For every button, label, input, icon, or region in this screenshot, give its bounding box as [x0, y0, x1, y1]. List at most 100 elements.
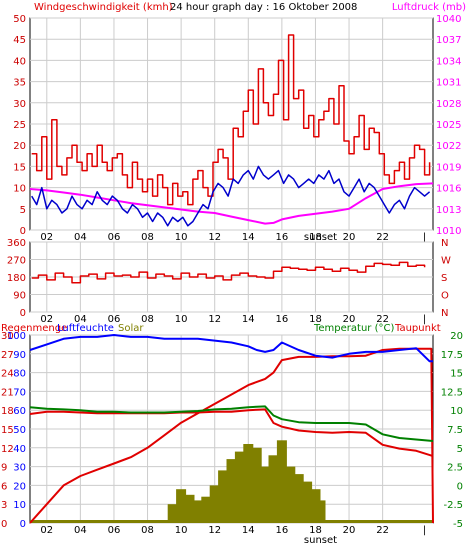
direction-y-tick-label: 360 [7, 238, 26, 249]
direction-x-tick: 14 [242, 314, 255, 325]
humidity-y-tick-label: 70 [13, 387, 26, 398]
solar-bar [218, 470, 229, 523]
solar-bar [192, 500, 203, 523]
rain-y-tick-label: 21 [1, 387, 14, 398]
climate-x-tick: 16 [276, 525, 289, 536]
humidity-y-tick-label: 40 [13, 444, 26, 455]
pressure-y-tick-label: 1037 [436, 35, 461, 46]
direction-x-tick: 04 [74, 314, 87, 325]
solar-axis-title: Solar [118, 323, 144, 334]
humidity-y-tick-label: 60 [13, 406, 26, 417]
pressure-y-tick-label: 1022 [436, 141, 461, 152]
direction-x-tick: 06 [108, 314, 121, 325]
wind-direction-line [31, 261, 426, 284]
temperature-y-tick-label: 0 [457, 481, 463, 492]
humidity-y-tick-label: 80 [13, 369, 26, 380]
climate-x-tick: 12 [208, 525, 221, 536]
wind-x-tick: 06 [108, 232, 121, 243]
temperature-y-tick-label: 5 [457, 444, 463, 455]
solar-bar [184, 494, 195, 523]
wind-x-tick: 12 [208, 232, 221, 243]
rain-y-tick-label: 30 [1, 331, 14, 342]
wind-average-line [31, 165, 431, 227]
direction-x-tick: 02 [40, 314, 53, 325]
direction-y-tick-label: 90 [13, 291, 26, 302]
direction-y-tick-label: 180 [7, 273, 26, 284]
wind-x-tick: 02 [40, 232, 53, 243]
temperature-y-tick-label: -5 [453, 519, 463, 530]
wind-y-tick-label: 5 [20, 205, 26, 216]
pressure-y-tick-label: 1025 [436, 120, 461, 131]
climate-x-tick: 06 [108, 525, 121, 536]
compass-tick-label: S [441, 273, 447, 284]
direction-y-tick-label: 0 [20, 308, 26, 319]
rain-y-tick-label: 24 [1, 369, 14, 380]
wind-y-tick-label: 20 [13, 141, 26, 152]
pressure-y-tick-label: 1034 [436, 56, 461, 67]
temperature-y-tick-label: 20 [450, 331, 463, 342]
solar-bar [302, 481, 313, 523]
wind-y-tick-label: 50 [13, 14, 26, 25]
dewpoint-axis-title: Taupunkt [394, 323, 441, 334]
humidity-y-tick-label: 30 [13, 463, 26, 474]
wind-x-tick: 08 [141, 232, 154, 243]
humidity-y-tick-label: 0 [20, 519, 26, 530]
solar-bar [293, 474, 304, 523]
wind-x-tick: 10 [175, 232, 188, 243]
pressure-axis-title: Luftdruck (mb) [392, 2, 466, 13]
pressure-y-tick-label: 1031 [436, 78, 461, 89]
direction-x-tick: 16 [276, 314, 289, 325]
wind-y-tick-label: 25 [13, 120, 26, 131]
wind-y-tick-label: 30 [13, 99, 26, 110]
wind-y-tick-label: 40 [13, 56, 26, 67]
direction-y-tick-label: 270 [7, 256, 26, 267]
humidity-line [29, 334, 433, 363]
temperature-y-tick-label: 7.5 [447, 425, 463, 436]
climate-x-tick: 20 [343, 525, 356, 536]
pressure-y-tick-label: 1040 [436, 14, 461, 25]
rain-y-tick-label: 27 [1, 350, 14, 361]
compass-tick-label: W [441, 256, 451, 267]
wind-axis-title: Windgeschwindigkeit (kmh) [34, 2, 173, 13]
dewpoint-line [29, 408, 434, 458]
temperature-y-tick-label: -2.5 [443, 500, 463, 511]
wind-y-tick-label: 10 [13, 184, 26, 195]
rain-axis-title: Regenmenge [1, 323, 67, 334]
compass-tick-label: O [441, 291, 449, 302]
direction-x-tick-end: | [423, 314, 426, 325]
pressure-y-tick-label: 1010 [436, 226, 461, 237]
direction-x-tick: 10 [175, 314, 188, 325]
rain-y-tick-label: 0 [1, 519, 7, 530]
wind-x-tick: 16 [276, 232, 289, 243]
sunset-label: sunset [304, 232, 337, 243]
humidity-y-tick-label: 100 [7, 331, 26, 342]
wind-y-tick-label: 45 [13, 35, 26, 46]
temperature-y-tick-label: 15 [450, 369, 463, 380]
direction-x-tick: 12 [208, 314, 221, 325]
temperature-y-tick-label: 2.5 [447, 463, 463, 474]
direction-x-tick: 20 [343, 314, 356, 325]
solar-bar [167, 504, 178, 523]
compass-tick-label: N [441, 238, 448, 249]
rain-y-tick-label: 6 [1, 481, 7, 492]
rain-y-tick-label: 18 [1, 406, 14, 417]
solar-bar [285, 466, 296, 523]
pressure-y-tick-label: 1013 [436, 205, 461, 216]
rain-y-tick-label: 15 [1, 425, 14, 436]
wind-x-tick: 14 [242, 232, 255, 243]
solar-bar [260, 466, 271, 523]
sunset-label-bottom: sunset [304, 535, 337, 546]
solar-bar [201, 496, 212, 523]
pressure-y-tick-label: 1019 [436, 162, 461, 173]
temperature-y-tick-label: 17.5 [441, 350, 463, 361]
solar-bar [209, 485, 220, 523]
humidity-y-tick-label: 10 [13, 500, 26, 511]
temperature-axis-title: Temperatur (°C) [313, 323, 394, 334]
solar-bar [251, 447, 262, 523]
wind-x-tick: 18 [309, 232, 322, 243]
solar-bar [243, 444, 254, 523]
wind-x-tick: 22 [376, 232, 389, 243]
solar-bar [315, 500, 326, 523]
